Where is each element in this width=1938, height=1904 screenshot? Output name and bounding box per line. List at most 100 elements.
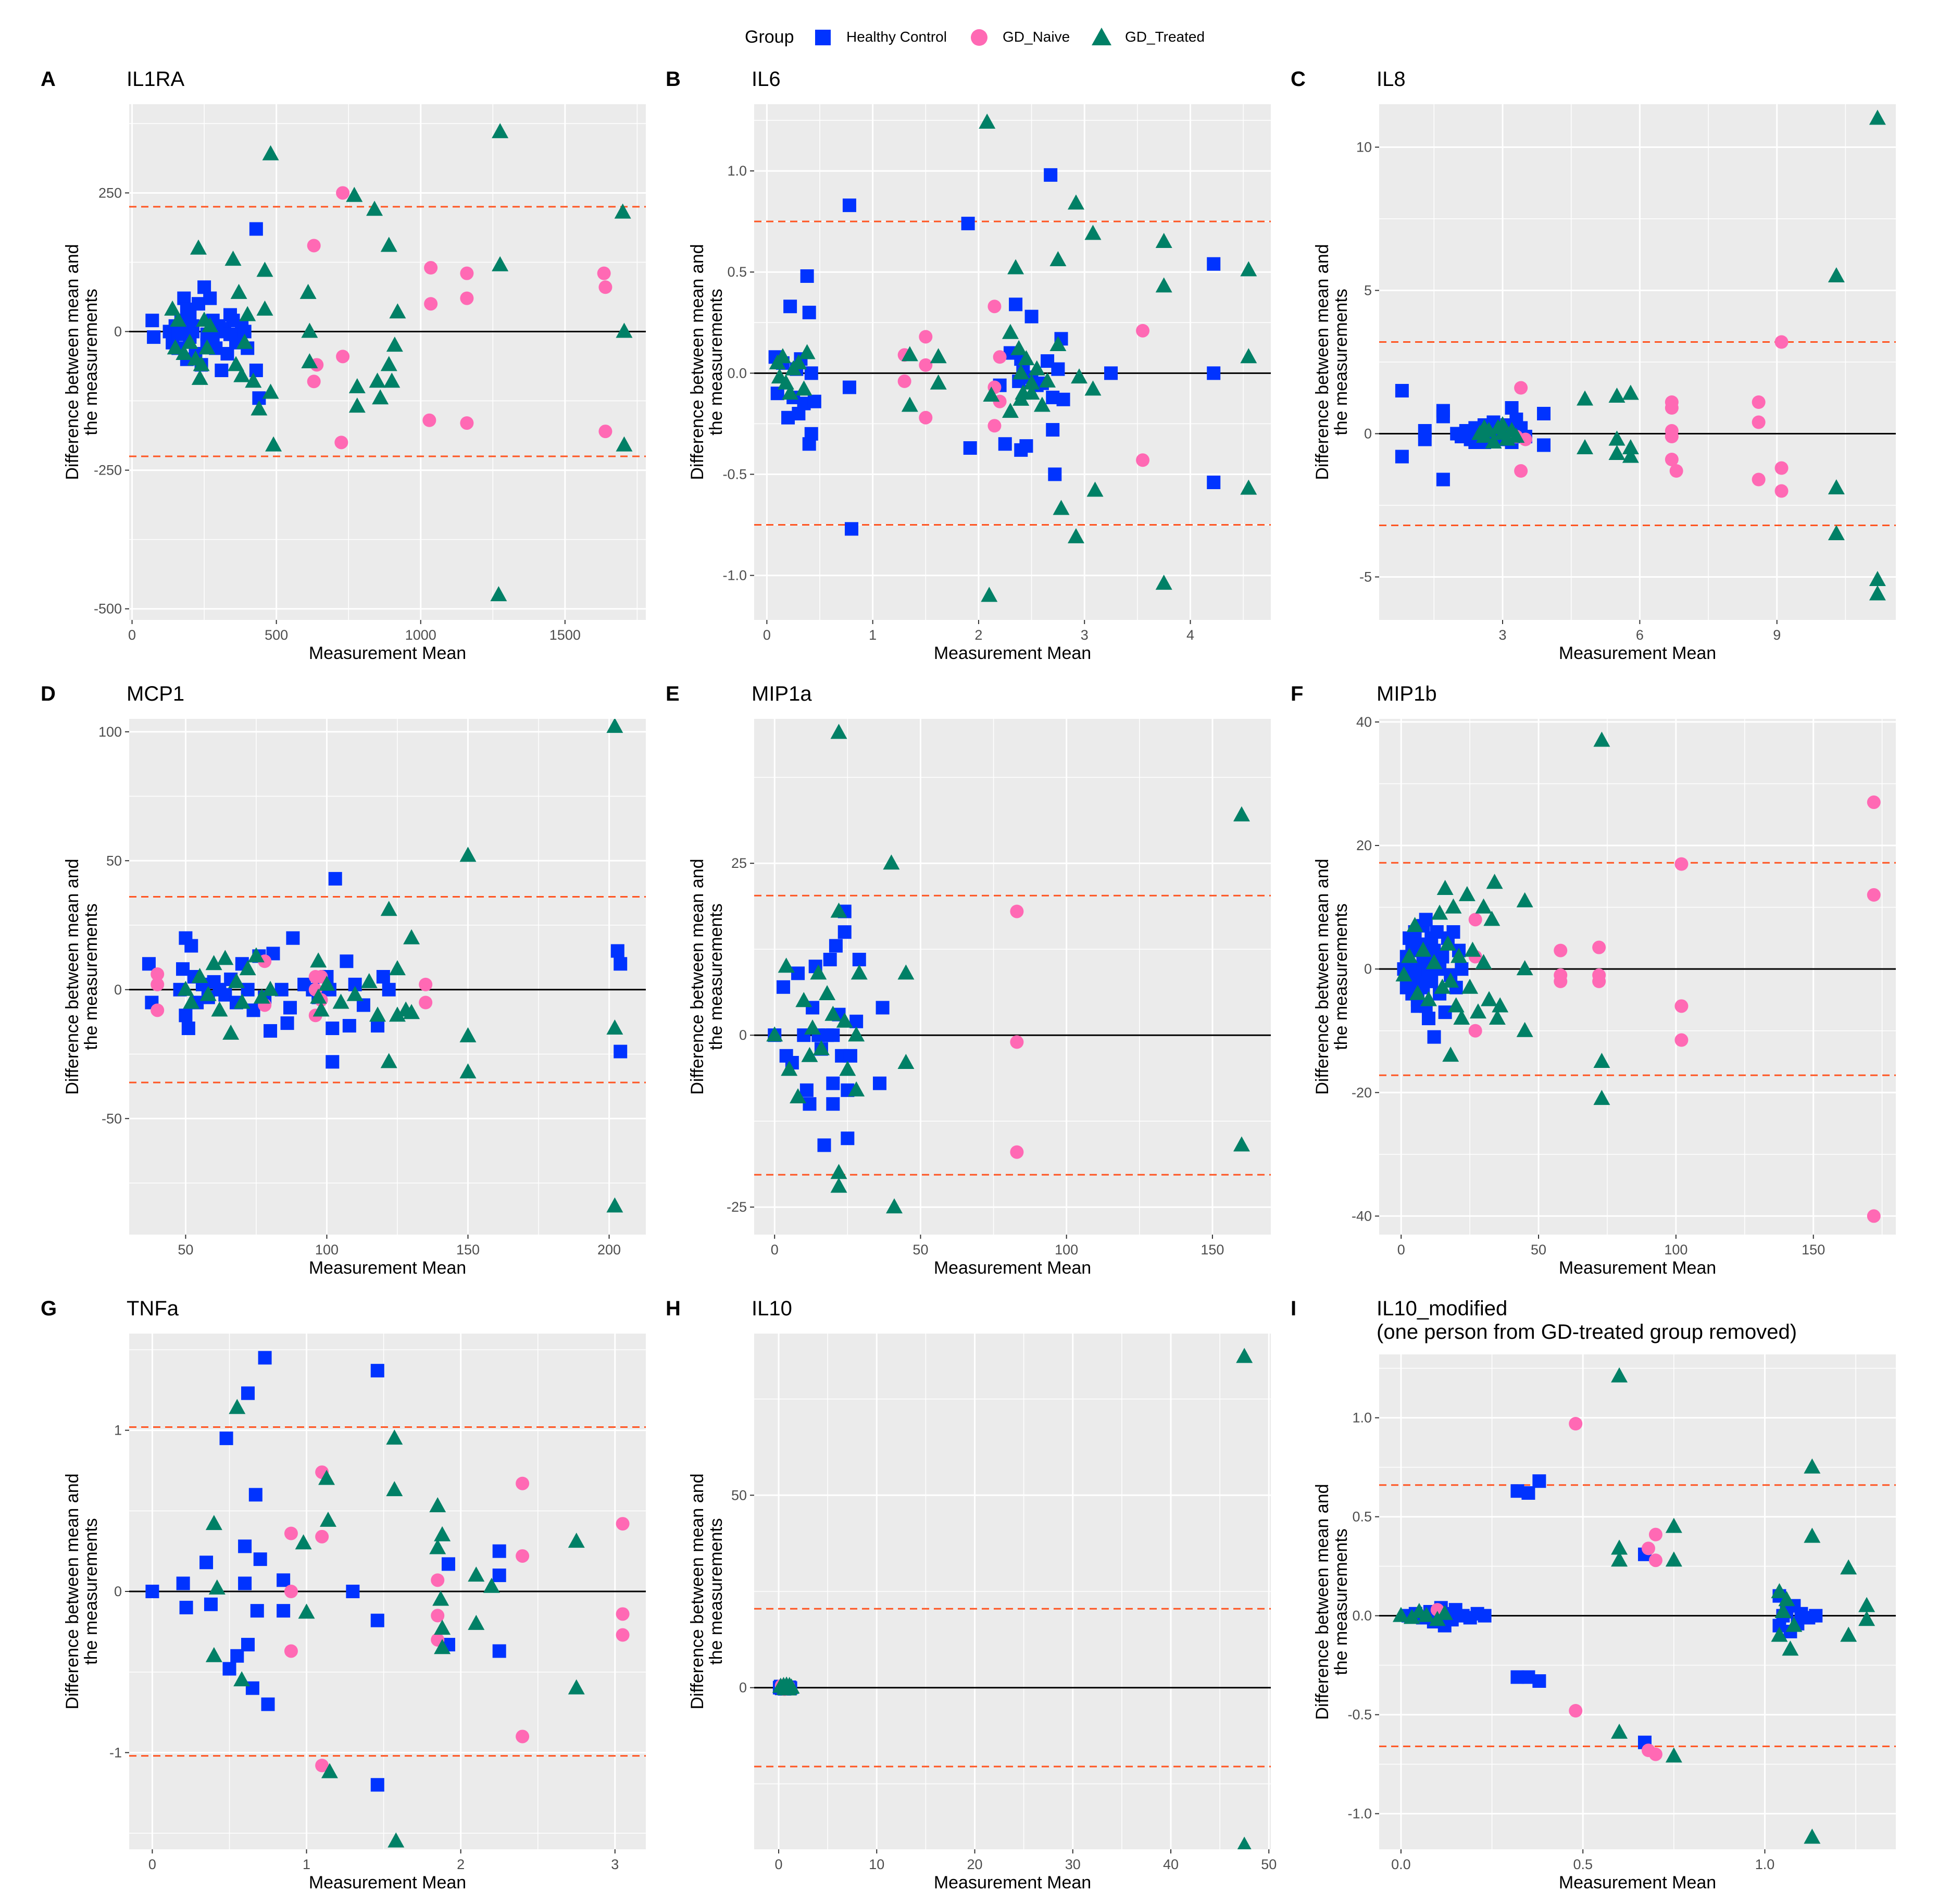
y-tick-label: 5: [1364, 283, 1372, 298]
panel-letter: I: [1291, 1297, 1296, 1320]
y-axis-title-line1: Difference between mean and: [687, 858, 707, 1094]
point-gd-treated: [1804, 1527, 1821, 1543]
x-tick-label: 3: [1499, 627, 1507, 643]
point-healthy-control: [1537, 407, 1551, 420]
point-healthy-control: [872, 1076, 886, 1090]
point-healthy-control: [842, 198, 856, 213]
point-gd-treated: [386, 337, 403, 352]
point-gd-treated: [1023, 374, 1040, 390]
point-gd-treated: [1439, 935, 1456, 951]
legend-label-gd-treated: GD_Treated: [1125, 29, 1205, 45]
point-healthy-control: [614, 957, 628, 971]
point-healthy-control: [1436, 472, 1450, 487]
point-gd-treated: [389, 1006, 406, 1022]
data-points: [766, 724, 1250, 1214]
x-axis-title: Measurement Mean: [934, 1258, 1091, 1278]
point-gd-naive: [1569, 1417, 1583, 1430]
point-healthy-control: [277, 1573, 291, 1587]
point-gd-treated: [1494, 416, 1511, 431]
point-gd-naive: [1136, 323, 1150, 338]
legend: Group Healthy Control GD_Naive GD_Treate…: [745, 27, 1205, 47]
panel-letter: A: [41, 68, 56, 91]
point-healthy-control: [218, 988, 232, 1002]
point-healthy-control: [826, 1097, 840, 1111]
point-gd-treated: [301, 322, 318, 338]
point-healthy-control: [998, 437, 1012, 451]
point-gd-treated: [245, 372, 262, 388]
point-gd-naive: [431, 1573, 445, 1587]
point-healthy-control: [246, 1003, 260, 1017]
point-gd-treated: [930, 374, 947, 390]
point-gd-treated: [1018, 350, 1035, 366]
point-gd-naive: [460, 291, 474, 305]
point-healthy-control: [145, 1585, 159, 1598]
point-healthy-control: [192, 297, 206, 311]
point-gd-treated: [1785, 1616, 1803, 1632]
point-gd-treated: [883, 854, 900, 870]
point-gd-treated: [848, 1081, 865, 1097]
point-healthy-control: [441, 1557, 455, 1571]
point-gd-treated: [386, 1429, 403, 1445]
point-gd-treated: [1485, 433, 1502, 449]
point-gd-treated: [1237, 1836, 1252, 1849]
point-healthy-control: [248, 1488, 262, 1502]
legend-label-gd-naive: GD_Naive: [1003, 29, 1070, 45]
x-tick-label: 0.5: [1573, 1857, 1593, 1872]
point-gd-treated: [616, 322, 633, 338]
point-gd-treated: [804, 1019, 821, 1035]
y-axis-title-line1: Difference between mean and: [687, 1473, 707, 1709]
point-gd-treated: [348, 397, 366, 413]
point-gd-naive: [1752, 415, 1766, 429]
point-healthy-control: [328, 872, 342, 886]
y-axis-title-line1: Difference between mean and: [62, 244, 82, 480]
y-tick-label: -40: [1352, 1208, 1372, 1224]
point-healthy-control: [1446, 925, 1460, 939]
data-points: [142, 719, 628, 1213]
data-points: [1392, 1367, 1876, 1844]
point-gd-naive: [1554, 943, 1568, 957]
point-gd-treated: [434, 1620, 451, 1635]
point-gd-treated: [459, 1063, 477, 1079]
point-gd-naive: [616, 1517, 630, 1531]
point-gd-naive: [1648, 1747, 1662, 1761]
point-gd-naive: [334, 435, 348, 450]
panel-letter: G: [41, 1297, 57, 1320]
point-gd-treated: [886, 1198, 903, 1214]
point-gd-treated: [389, 303, 406, 319]
point-gd-treated: [1028, 360, 1045, 376]
point-gd-treated: [483, 1577, 500, 1593]
point-gd-treated: [1475, 954, 1492, 969]
x-tick-label: 0: [771, 1242, 779, 1258]
point-healthy-control: [258, 1351, 272, 1365]
point-gd-treated: [310, 988, 327, 1004]
point-gd-treated: [1869, 585, 1886, 601]
point-gd-naive: [919, 410, 933, 425]
point-gd-naive: [516, 1476, 530, 1490]
point-gd-treated: [568, 1679, 585, 1695]
point-gd-naive: [1774, 335, 1789, 349]
point-healthy-control: [1056, 392, 1070, 406]
y-axis-title-line2: the measurements: [81, 903, 101, 1050]
point-healthy-control: [1424, 974, 1439, 988]
point-healthy-control: [961, 217, 975, 231]
x-tick-label: 0.0: [1391, 1857, 1411, 1872]
point-gd-treated: [193, 356, 210, 371]
y-tick-label: 1.0: [727, 163, 747, 179]
point-healthy-control: [1419, 913, 1433, 927]
point-healthy-control: [1104, 366, 1118, 380]
point-healthy-control: [841, 1131, 855, 1146]
point-gd-treated: [459, 1027, 477, 1042]
point-gd-treated: [366, 201, 383, 216]
point-healthy-control: [342, 1019, 356, 1033]
point-healthy-control: [826, 1076, 840, 1090]
y-tick-label: 0.0: [1352, 1608, 1372, 1624]
point-gd-treated: [790, 1088, 807, 1103]
point-healthy-control: [1809, 1609, 1823, 1623]
point-gd-treated: [839, 1061, 856, 1076]
y-tick-label: 0.5: [1352, 1509, 1372, 1525]
panel-letter: B: [666, 68, 681, 91]
point-gd-treated: [897, 964, 915, 980]
point-healthy-control: [1019, 439, 1033, 453]
point-gd-treated: [1778, 1591, 1795, 1607]
